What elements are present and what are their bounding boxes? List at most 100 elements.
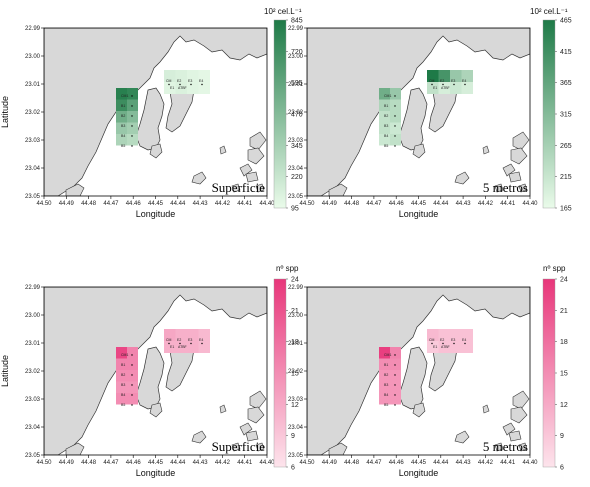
map-panel-richness-surface: CM1 B1 B2 B3 B4 B5 CM E2 E3 E4 E1 ATBF 44.50 44.49 44.… — [0, 285, 275, 478]
station-point — [394, 384, 396, 386]
land-layer — [44, 28, 267, 196]
colorbar-tick-label: 6 — [560, 465, 564, 472]
station-label: B5 — [384, 144, 388, 148]
x-tick-label: 44.45 — [148, 460, 164, 466]
station-label: E1 — [433, 86, 437, 90]
island-10 — [518, 183, 528, 193]
coastline-landmass — [44, 28, 267, 196]
station-label: B1 — [384, 104, 388, 108]
y-tick-label: 23.02 — [25, 110, 41, 116]
station-label: B4 — [121, 393, 125, 397]
y-tick-label: 23.00 — [25, 54, 41, 60]
x-tick-label: 44.45 — [148, 201, 164, 207]
x-tick-label: 44.41 — [500, 460, 516, 466]
island-10 — [255, 442, 265, 452]
colorbar-gradient — [542, 278, 556, 468]
island-2 — [328, 183, 348, 196]
island-4 — [512, 131, 530, 151]
station-point — [179, 342, 181, 345]
transect-vertical — [116, 347, 138, 405]
island-10 — [255, 183, 265, 193]
grid-cell-horizontal — [175, 82, 187, 94]
colorbar-tick-label: 165 — [560, 206, 572, 213]
map-panel-density-surface: CM1 B1 B2 B3 B4 B5 CM E2 E3 E4 E1 ATBF 44.50 44.49 44.… — [0, 26, 275, 219]
x-tick-label: 44.46 — [389, 201, 405, 207]
station-point — [201, 83, 203, 86]
x-tick-label: 44.50 — [299, 201, 315, 207]
grid-cell-horizontal — [450, 341, 462, 353]
station-label: E2 — [440, 79, 444, 83]
station-point — [394, 95, 396, 97]
colorbar: 845 720 595 470 345 220 95 — [273, 18, 303, 213]
x-tick-label: 44.41 — [500, 201, 516, 207]
station-point — [131, 145, 133, 147]
station-label: B3 — [384, 124, 388, 128]
grid-cell-horizontal — [187, 82, 199, 94]
grid-cell-vertical — [127, 347, 138, 359]
island-5 — [510, 406, 528, 424]
grid-cell-horizontal — [187, 70, 199, 82]
colorbar-tick-label: 465 — [560, 18, 572, 25]
station-point — [394, 125, 396, 127]
grid-cell-vertical — [390, 370, 401, 382]
stations: CM1 B1 B2 B3 B4 B5 CM E2 E3 E4 E1 ATBF — [121, 79, 203, 148]
station-label: B4 — [121, 134, 125, 138]
grid-cell-vertical — [116, 88, 127, 100]
station-point — [431, 83, 433, 86]
station-point — [201, 342, 203, 345]
station-point — [464, 342, 466, 345]
grid-cell-vertical — [379, 99, 390, 111]
grid-cell-horizontal — [164, 341, 176, 353]
y-tick-label: 23.01 — [288, 341, 304, 347]
island-5 — [510, 147, 528, 165]
island-6 — [239, 163, 253, 177]
coastline-landmass — [44, 287, 267, 455]
grid-cell-vertical — [390, 111, 401, 123]
x-tick-label: 44.46 — [126, 460, 142, 466]
peninsula-landmass — [135, 87, 165, 151]
grid-cell-vertical — [379, 122, 390, 134]
colorbar-tick-label: 21 — [560, 308, 568, 315]
x-tick-label: 44.47 — [366, 460, 382, 466]
grid-cell-horizontal — [450, 82, 462, 94]
grid-cell-vertical — [390, 358, 401, 370]
station-label: CM — [166, 338, 172, 342]
x-tick-label: 44.48 — [344, 460, 360, 466]
island-5 — [247, 406, 265, 424]
y-tick-label: 23.00 — [288, 54, 304, 60]
y-tick-label: 23.02 — [25, 369, 41, 375]
grid-cell-horizontal — [427, 70, 439, 82]
x-tick-label: 44.47 — [103, 460, 119, 466]
island-7 — [245, 430, 259, 442]
colorbar-gradient — [273, 278, 287, 468]
grid-cell-vertical — [116, 381, 127, 393]
grid-cell-vertical — [379, 88, 390, 100]
grid-cell-vertical — [127, 393, 138, 405]
island-1 — [149, 402, 163, 418]
station-label: ATBF — [178, 86, 187, 90]
grid-cell-vertical — [116, 370, 127, 382]
y-tick-label: 22.99 — [25, 26, 41, 32]
x-axis-label: Longitude — [399, 209, 439, 219]
grid-cell-vertical — [116, 111, 127, 123]
x-tick-label: 44.40 — [259, 460, 275, 466]
grid-cell-vertical — [379, 370, 390, 382]
station-label: CM — [429, 79, 435, 83]
island-1 — [412, 402, 426, 418]
station-label: B3 — [121, 124, 125, 128]
x-tick-label: 44.42 — [215, 460, 231, 466]
x-tick-label: 44.43 — [193, 201, 209, 207]
depth-label: Superficie — [212, 439, 266, 454]
colorbar-tick-label: 315 — [560, 112, 572, 119]
x-tick-label: 44.43 — [193, 460, 209, 466]
y-tick-label: 23.05 — [25, 194, 41, 200]
grid-cell-horizontal — [461, 70, 473, 82]
x-tick-label: 44.42 — [478, 460, 494, 466]
grid-cell-horizontal — [187, 329, 199, 341]
y-tick-label: 23.05 — [288, 194, 304, 200]
station-label: E2 — [440, 338, 444, 342]
grid-cell-horizontal — [438, 82, 450, 94]
x-tick-label: 44.40 — [522, 460, 538, 466]
station-point — [442, 83, 444, 86]
